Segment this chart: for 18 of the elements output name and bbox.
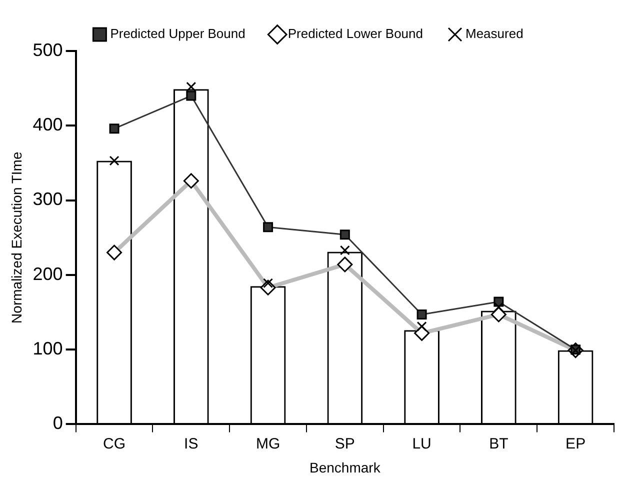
x-tick-label: LU [412,435,432,452]
x-tick-label: SP [334,435,355,452]
x-tick-label: BT [489,435,508,452]
y-tick-label: 200 [32,264,63,284]
y-tick-label: 400 [32,114,63,135]
y-tick-label: 300 [32,189,63,210]
legend-label: Predicted Upper Bound [110,26,246,42]
x-tick-label: EP [566,435,586,452]
x-tick-label: IS [184,435,198,452]
y-tick-label: 500 [32,40,63,60]
x-tick-label: CG [103,435,126,452]
x-tick-label: MG [256,435,280,452]
y-tick-label: 100 [32,338,63,359]
y-axis-title: Normalized Execution TIme [8,152,24,324]
legend-label: Measured [465,26,524,42]
y-tick-label: 0 [52,413,63,434]
legend-label: Predicted Lower Bound [288,26,423,42]
x-axis-title: Benchmark [310,459,382,476]
